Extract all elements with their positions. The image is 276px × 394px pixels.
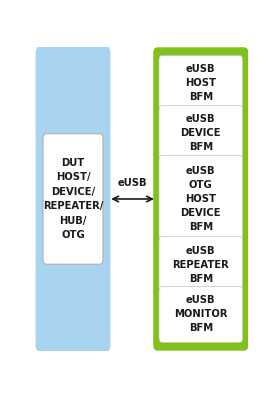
FancyBboxPatch shape	[159, 286, 243, 342]
Text: DUT
HOST/
DEVICE/
REPEATER/
HUB/
OTG: DUT HOST/ DEVICE/ REPEATER/ HUB/ OTG	[43, 158, 103, 240]
Text: eUSB
HOST
BFM: eUSB HOST BFM	[185, 65, 216, 102]
FancyBboxPatch shape	[159, 155, 243, 243]
FancyBboxPatch shape	[153, 47, 248, 351]
FancyBboxPatch shape	[159, 56, 243, 112]
FancyBboxPatch shape	[159, 106, 243, 162]
Text: eUSB
REPEATER
BFM: eUSB REPEATER BFM	[172, 245, 229, 284]
FancyBboxPatch shape	[159, 236, 243, 292]
Text: eUSB: eUSB	[118, 178, 147, 188]
FancyBboxPatch shape	[43, 134, 103, 264]
Text: eUSB
MONITOR
BFM: eUSB MONITOR BFM	[174, 296, 227, 333]
Text: eUSB
OTG
HOST
DEVICE
BFM: eUSB OTG HOST DEVICE BFM	[181, 166, 221, 232]
Text: eUSB
DEVICE
BFM: eUSB DEVICE BFM	[181, 114, 221, 152]
FancyBboxPatch shape	[36, 46, 110, 352]
